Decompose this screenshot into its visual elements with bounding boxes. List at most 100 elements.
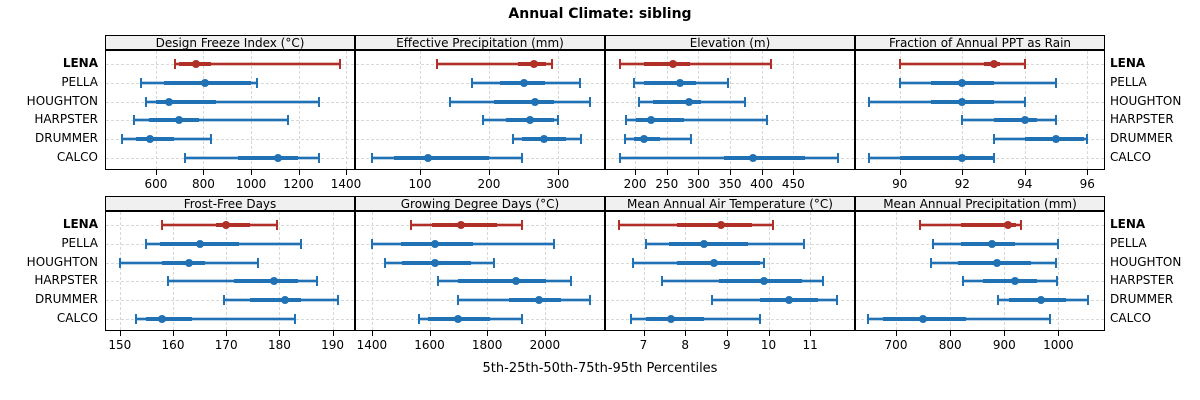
panel-strip-title: Fraction of Annual PPT as Rain — [888, 36, 1072, 50]
whisker-cap-5th — [383, 257, 386, 268]
axis-tick-label: 7 — [639, 338, 648, 352]
median-dot — [1037, 296, 1046, 305]
site-label-houghton: HOUGHTON — [26, 93, 98, 108]
axis-tick — [950, 331, 952, 336]
whisker-cap-5th — [437, 276, 440, 287]
whisker-cap-5th — [898, 77, 901, 88]
median-dot — [748, 154, 757, 162]
whisker-cap-5th — [222, 295, 225, 306]
panel-strip: Mean Annual Precipitation (mm) — [855, 196, 1105, 211]
site-label-lena: LENA — [62, 56, 98, 70]
panel-strip: Fraction of Annual PPT as Rain — [855, 35, 1105, 50]
whisker-cap-95th — [1054, 257, 1057, 268]
axis-tick-label: 450 — [781, 177, 805, 191]
whisker-cap-95th — [836, 153, 839, 163]
whisker-cap-5th — [139, 77, 142, 88]
panel-strip-title: Effective Precipitation (mm) — [396, 36, 564, 50]
site-label-calco: CALCO — [1110, 150, 1152, 164]
axis-tick-label: 900 — [992, 338, 1016, 352]
median-dot — [699, 239, 708, 248]
median-dot — [646, 116, 655, 125]
whisker-cap-95th — [317, 96, 320, 107]
median-dot — [684, 97, 693, 106]
axis-tick — [666, 170, 668, 175]
iqr-bar-25-75 — [652, 99, 701, 104]
whisker-cap-95th — [1023, 59, 1026, 69]
whisker-cap-5th — [644, 238, 647, 249]
axis-tick-label: 200 — [623, 177, 647, 191]
gridline-horizontal — [606, 139, 854, 141]
axis-tick-label: 400 — [750, 177, 774, 191]
gridline-vertical — [557, 51, 559, 169]
median-dot — [760, 277, 769, 286]
gridline-vertical — [251, 51, 252, 169]
axis-tick-label: 92 — [954, 177, 970, 191]
whisker-cap-5th — [166, 276, 169, 287]
axis-tick — [332, 331, 334, 336]
whisker-cap-95th — [520, 220, 523, 230]
median-dot — [185, 258, 193, 267]
median-dot — [274, 154, 283, 162]
whisker-cap-5th — [661, 276, 664, 287]
axis-tick-label: 90 — [892, 177, 908, 191]
median-dot — [716, 221, 725, 229]
whisker-cap-95th — [209, 134, 212, 145]
axis-tick-label: 300 — [546, 177, 570, 191]
median-dot — [270, 277, 279, 286]
axis-tick-label: 600 — [144, 177, 168, 191]
site-label-calco: CALCO — [56, 311, 98, 325]
whisker-cap-95th — [294, 314, 297, 324]
site-label-drummer: DRUMMER — [35, 131, 98, 146]
gridline-vertical — [726, 212, 728, 330]
whisker-cap-95th — [275, 220, 278, 230]
median-dot — [531, 97, 540, 106]
whisker-cap-95th — [1055, 115, 1057, 126]
whisker-cap-5th — [930, 257, 933, 268]
axis-tick-label: 100 — [408, 177, 432, 191]
whisker-cap-95th — [743, 96, 746, 107]
axis-tick — [155, 170, 157, 175]
whisker-cap-5th — [436, 59, 439, 69]
axis-tick-label: 250 — [655, 177, 679, 191]
median-dot — [431, 239, 440, 248]
iqr-bar-25-75 — [393, 156, 489, 160]
whisker-cap-95th — [1056, 276, 1059, 287]
axis-tick — [761, 170, 763, 175]
axis-tick-label: 1400 — [330, 177, 362, 191]
panel-plot: 100 200 300 — [355, 50, 605, 191]
iqr-bar-25-75 — [493, 99, 554, 104]
iqr-bar-25-75 — [961, 241, 1016, 246]
panel-plot: 600 800 1000 1200 1400 — [105, 50, 361, 191]
whisker-cap-95th — [689, 134, 692, 145]
median-dot — [454, 315, 463, 323]
whisker-cap-95th — [727, 77, 730, 88]
whisker-cap-5th — [144, 96, 147, 107]
median-dot — [676, 78, 685, 87]
axis-tick — [1058, 331, 1060, 336]
axis-tick — [643, 331, 645, 336]
whisker-cap-95th — [339, 59, 342, 69]
panel-plot: 700 800 900 1000 — [855, 211, 1105, 352]
axis-tick — [173, 331, 174, 336]
gridline-vertical — [119, 212, 121, 330]
whisker-cap-5th — [617, 220, 620, 230]
median-dot — [192, 60, 201, 68]
median-dot — [222, 221, 231, 229]
median-dot — [175, 116, 183, 125]
panel-strip: Design Freeze Index (°C) — [105, 35, 355, 50]
axis-tick — [371, 331, 373, 336]
axis-tick — [429, 331, 431, 336]
whisker-line-5-95 — [134, 119, 288, 122]
whisker-cap-95th — [836, 295, 839, 306]
whisker-cap-5th — [992, 134, 995, 145]
median-dot — [1011, 277, 1020, 286]
whisker-cap-5th — [711, 295, 714, 306]
gridline-horizontal — [856, 139, 1104, 141]
median-dot — [146, 135, 154, 144]
iqr-bar-25-75 — [961, 223, 1017, 227]
axis-tick — [730, 170, 732, 175]
whisker-cap-95th — [821, 276, 824, 287]
gridline-horizontal — [856, 300, 1104, 302]
panel-strip: Frost-Free Days — [105, 196, 355, 211]
